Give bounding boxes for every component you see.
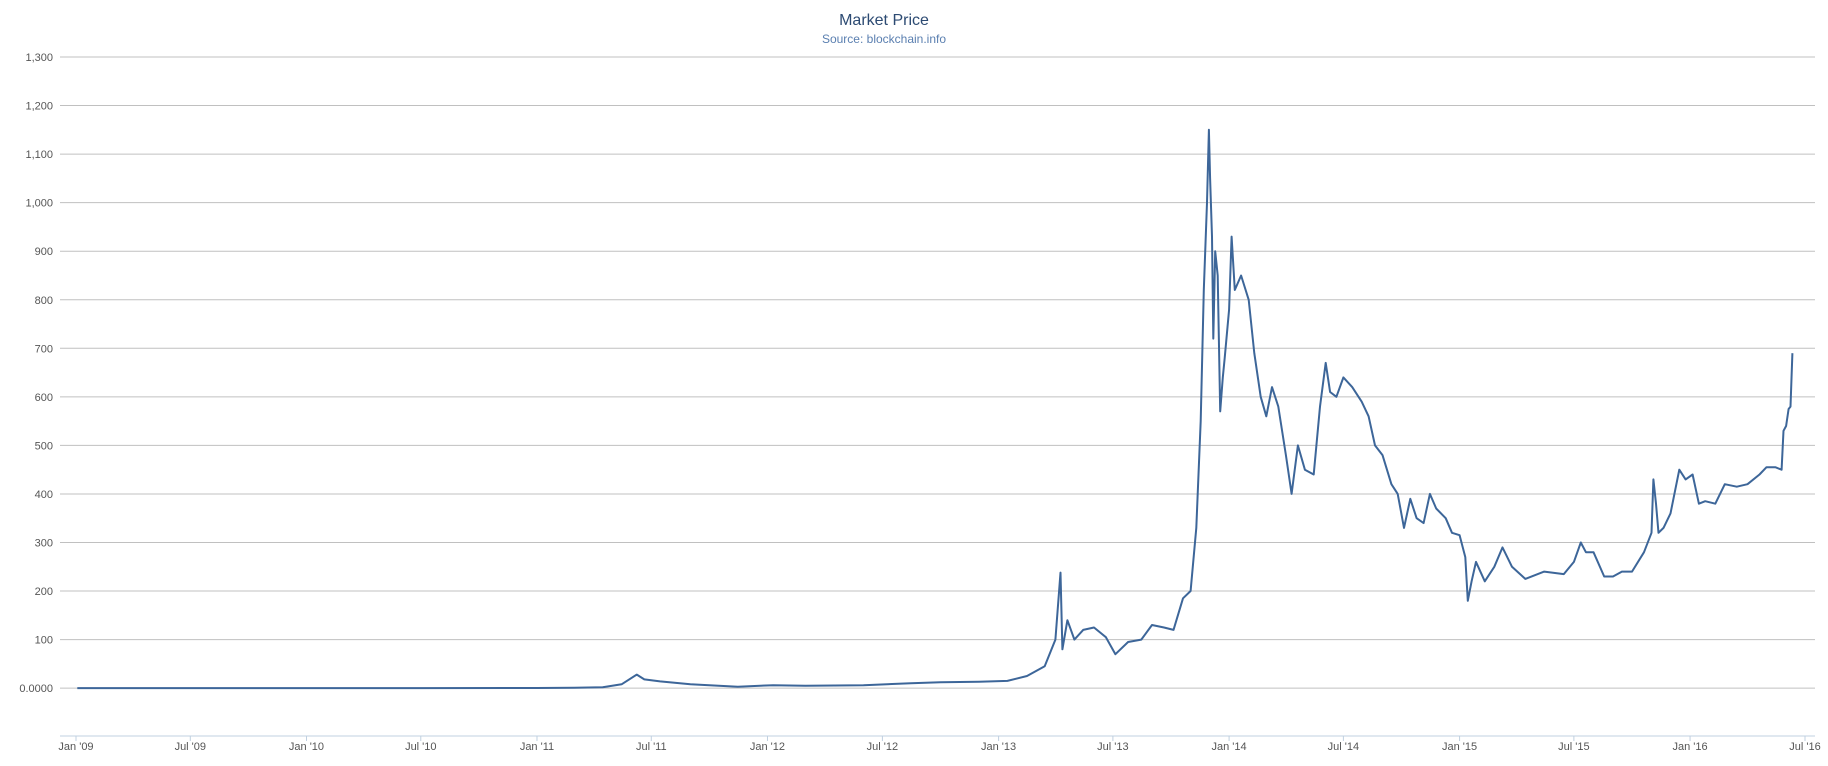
y-tick-label: 1,300 xyxy=(25,52,53,64)
y-tick-label: 600 xyxy=(35,392,53,404)
x-tick-label: Jul '15 xyxy=(1558,741,1589,753)
y-tick-label: 800 xyxy=(35,295,53,307)
y-axis-tick-labels: 0.0000 100 200 300 400 500 600 700 800 900 1,000 1,… xyxy=(19,52,53,695)
x-tick-label: Jul '13 xyxy=(1097,741,1128,753)
x-axis-tick-labels: Jan '09 Jul '09 Jan '10 Jul '10 Jan '11 Jul '… xyxy=(58,741,1820,753)
chart-subtitle: Source: blockchain.info xyxy=(821,32,947,46)
x-tick-label: Jul '10 xyxy=(405,741,436,753)
chart-title: Market Price xyxy=(839,12,929,29)
y-tick-label: 0.0000 xyxy=(19,683,53,695)
x-tick-label: Jul '09 xyxy=(175,741,206,753)
grid-layer xyxy=(60,56,1815,741)
x-tick-label: Jul '12 xyxy=(867,741,898,753)
series-line-0 xyxy=(77,128,1794,690)
y-tick-label: 400 xyxy=(35,489,53,501)
x-tick-label: Jul '14 xyxy=(1328,741,1359,753)
y-tick-label: 1,200 xyxy=(25,101,53,113)
y-tick-label: 100 xyxy=(35,635,53,647)
x-tick-label: Jul '16 xyxy=(1789,741,1820,753)
x-tick-label: Jan '14 xyxy=(1212,741,1247,753)
x-tick-label: Jan '09 xyxy=(58,741,93,753)
y-tick-label: 900 xyxy=(35,246,53,258)
series-layer xyxy=(77,128,1794,690)
x-tick-label: Jan '12 xyxy=(750,741,785,753)
x-tick-label: Jan '13 xyxy=(981,741,1016,753)
x-tick-label: Jan '10 xyxy=(289,741,324,753)
x-tick-label: Jan '15 xyxy=(1442,741,1477,753)
x-tick-label: Jan '16 xyxy=(1672,741,1707,753)
x-tick-label: Jul '11 xyxy=(636,741,667,753)
y-tick-label: 700 xyxy=(35,343,53,355)
y-tick-label: 1,100 xyxy=(25,149,53,161)
y-tick-label: 500 xyxy=(35,440,53,452)
x-tick-label: Jan '11 xyxy=(520,741,554,753)
y-tick-label: 1,000 xyxy=(25,198,53,210)
y-tick-label: 300 xyxy=(35,538,53,550)
y-tick-label: 200 xyxy=(35,586,53,598)
